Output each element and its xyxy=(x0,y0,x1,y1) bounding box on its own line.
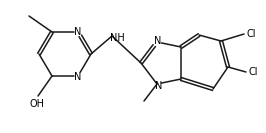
Text: OH: OH xyxy=(30,99,44,109)
Text: N: N xyxy=(74,27,82,37)
Text: NH: NH xyxy=(110,33,124,43)
Text: Cl: Cl xyxy=(248,67,258,77)
Text: Cl: Cl xyxy=(246,29,256,39)
Text: N: N xyxy=(155,81,163,91)
Text: N: N xyxy=(74,72,82,82)
Text: N: N xyxy=(154,36,162,46)
